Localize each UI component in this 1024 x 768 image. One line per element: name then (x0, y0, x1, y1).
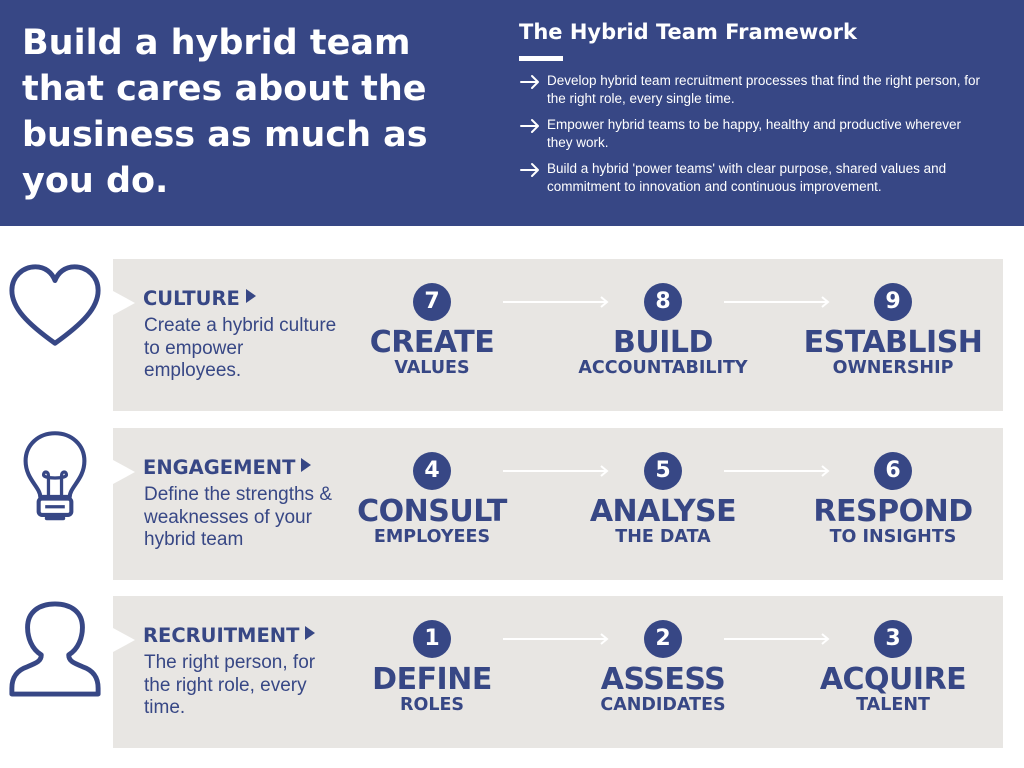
row-engagement: ENGAGEMENT Define the strengths & weakne… (0, 428, 1024, 580)
step-subtitle: EMPLOYEES (373, 527, 491, 547)
person-icon (9, 601, 101, 697)
step-title: DEFINE (372, 662, 492, 697)
flow-arrow-icon (724, 296, 830, 308)
framework-item-text: Build a hybrid 'power teams' with clear … (547, 161, 947, 194)
arrow-right-icon (520, 119, 539, 133)
framework-item-text: Develop hybrid team recruitment processe… (547, 73, 980, 106)
lightbulb-icon (23, 431, 87, 521)
step-number: 3 (874, 620, 912, 658)
row-panel (113, 596, 1003, 748)
step-subtitle: TALENT (856, 695, 930, 715)
headline-line: business as much as (22, 115, 428, 155)
step-subtitle: ACCOUNTABILITY (578, 358, 748, 378)
step-subtitle: THE DATA (615, 527, 711, 547)
step-title: ASSESS (600, 662, 726, 697)
play-triangle-icon (305, 626, 316, 640)
framework-item: Develop hybrid team recruitment processe… (519, 72, 989, 108)
framework-title-underline (519, 56, 563, 61)
step-number: 2 (644, 620, 682, 658)
step-number: 1 (413, 620, 451, 658)
row-pointer (113, 291, 135, 315)
step-title: ANALYSE (589, 494, 737, 529)
flow-arrow-icon (503, 465, 609, 477)
step-3: 3 ACQUIRE TALENT (778, 620, 1008, 714)
row-description: Create a hybrid culture to empower emplo… (144, 315, 337, 381)
step-8: 8 BUILD ACCOUNTABILITY (548, 283, 778, 377)
row-title: ENGAGEMENT (143, 456, 312, 480)
row-pointer (113, 460, 135, 484)
step-number: 4 (413, 452, 451, 490)
framework-title: The Hybrid Team Framework (519, 20, 857, 44)
headline-line: Build a hybrid team (22, 23, 411, 63)
play-triangle-icon (301, 458, 312, 472)
flow-arrow-icon (724, 465, 830, 477)
step-number: 6 (874, 452, 912, 490)
heart-icon (9, 264, 101, 346)
row-panel (113, 259, 1003, 411)
step-2: 2 ASSESS CANDIDATES (548, 620, 778, 714)
step-1: 1 DEFINE ROLES (317, 620, 547, 714)
headline: Build a hybrid team that cares about the… (22, 20, 492, 204)
headline-line: that cares about the (22, 69, 427, 109)
step-number: 9 (874, 283, 912, 321)
play-triangle-icon (245, 289, 256, 303)
step-9: 9 ESTABLISH OWNERSHIP (778, 283, 1008, 377)
framework-item: Empower hybrid teams to be happy, health… (519, 116, 989, 152)
framework-item: Build a hybrid 'power teams' with clear … (519, 160, 989, 196)
arrow-right-icon (520, 75, 539, 89)
row-title: RECRUITMENT (143, 624, 316, 648)
row-title: CULTURE (143, 287, 256, 311)
step-subtitle: VALUES (394, 358, 470, 378)
row-description: Define the strengths & weaknesses of you… (144, 484, 332, 550)
arrow-right-icon (520, 163, 539, 177)
headline-line: you do. (22, 161, 169, 201)
flow-arrow-icon (724, 633, 830, 645)
row-pointer (113, 628, 135, 652)
step-title: BUILD (613, 325, 713, 360)
step-title: ACQUIRE (819, 662, 967, 697)
framework-list: Develop hybrid team recruitment processe… (519, 72, 989, 204)
row-description: The right person, for the right role, ev… (144, 652, 316, 718)
step-subtitle: OWNERSHIP (832, 358, 954, 378)
step-6: 6 RESPOND TO INSIGHTS (778, 452, 1008, 546)
framework-item-text: Empower hybrid teams to be happy, health… (547, 117, 961, 150)
step-title: ESTABLISH (803, 325, 983, 360)
step-title: CREATE (369, 325, 495, 360)
step-number: 5 (644, 452, 682, 490)
step-subtitle: TO INSIGHTS (829, 527, 957, 547)
step-title: CONSULT (357, 494, 507, 529)
step-number: 7 (413, 283, 451, 321)
flow-arrow-icon (503, 633, 609, 645)
header-banner: Build a hybrid team that cares about the… (0, 0, 1024, 226)
step-subtitle: CANDIDATES (600, 695, 726, 715)
step-7: 7 CREATE VALUES (317, 283, 547, 377)
row-recruitment: RECRUITMENT The right person, for the ri… (0, 596, 1024, 748)
step-5: 5 ANALYSE THE DATA (548, 452, 778, 546)
step-number: 8 (644, 283, 682, 321)
row-culture: CULTURE Create a hybrid culture to empow… (0, 259, 1024, 411)
step-4: 4 CONSULT EMPLOYEES (317, 452, 547, 546)
step-subtitle: ROLES (399, 695, 465, 715)
row-panel (113, 428, 1003, 580)
step-title: RESPOND (813, 494, 973, 529)
flow-arrow-icon (503, 296, 609, 308)
